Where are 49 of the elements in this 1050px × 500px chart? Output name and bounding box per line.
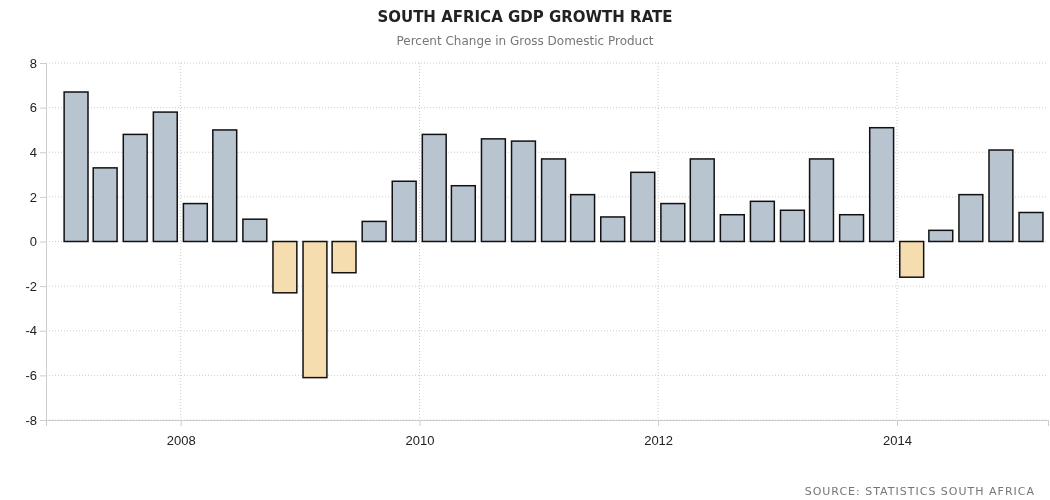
x-tick-label: 2008 xyxy=(166,432,196,448)
bar xyxy=(391,180,417,243)
bar xyxy=(928,229,954,243)
y-tick-label: -8 xyxy=(25,412,37,428)
bar xyxy=(958,193,984,243)
x-tick-label: 2012 xyxy=(644,432,674,448)
y-tick-label: 4 xyxy=(29,144,37,160)
bar xyxy=(302,240,328,379)
bar xyxy=(272,240,298,294)
y-tick-label: -6 xyxy=(25,368,37,384)
bar xyxy=(331,240,357,274)
bar xyxy=(749,200,776,243)
y-tick-label: 6 xyxy=(29,100,37,116)
y-tick-label: -4 xyxy=(25,323,37,339)
bar xyxy=(421,133,447,243)
bar xyxy=(152,111,178,243)
x-tick-label: 2010 xyxy=(405,432,435,448)
bar xyxy=(182,202,209,243)
chart-title: SOUTH AFRICA GDP GROWTH RATE xyxy=(377,8,673,26)
bar xyxy=(719,213,745,243)
bar xyxy=(838,213,865,243)
bar xyxy=(361,220,387,243)
bar xyxy=(122,133,148,243)
bar xyxy=(212,129,238,243)
bar xyxy=(660,202,686,243)
bar xyxy=(1018,211,1044,243)
x-tick-label: 2014 xyxy=(883,432,912,448)
source-note: SOURCE: STATISTICS SOUTH AFRICA xyxy=(804,485,1035,498)
bar xyxy=(510,140,537,243)
bar xyxy=(540,158,567,243)
bar xyxy=(600,216,626,243)
bar xyxy=(689,158,715,243)
bar xyxy=(988,149,1014,243)
y-tick-label: 0 xyxy=(29,234,37,250)
bar xyxy=(63,91,89,243)
bar xyxy=(808,158,835,243)
bar xyxy=(450,184,477,243)
y-tick-label: 8 xyxy=(29,55,37,71)
y-tick-label: -2 xyxy=(25,278,37,294)
bar xyxy=(242,218,268,243)
bar xyxy=(480,138,507,243)
bar xyxy=(92,167,118,243)
bar xyxy=(899,240,925,278)
y-tick-label: 2 xyxy=(29,189,37,205)
bar xyxy=(779,209,806,243)
bar xyxy=(868,126,895,243)
chart-subtitle: Percent Change in Gross Domestic Product xyxy=(396,34,654,48)
bar xyxy=(569,193,596,243)
bar xyxy=(630,171,656,243)
